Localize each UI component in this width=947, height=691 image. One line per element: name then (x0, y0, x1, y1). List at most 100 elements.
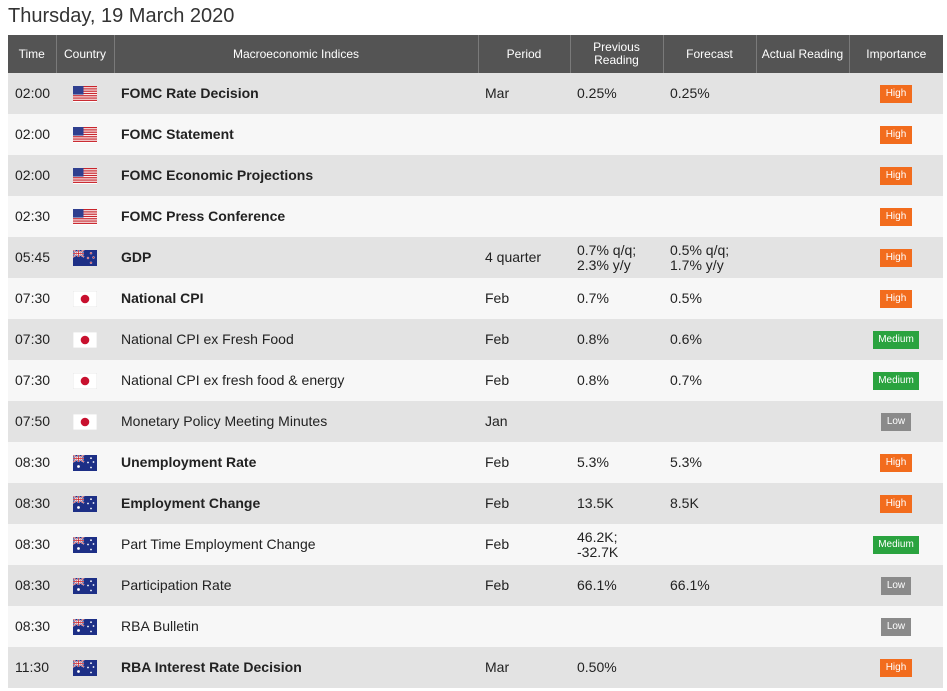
period-cell (478, 196, 570, 237)
period-cell: Mar (478, 647, 570, 688)
period-cell: Feb (478, 483, 570, 524)
country-cell (56, 647, 114, 688)
time-cell: 02:30 (8, 196, 56, 237)
event-period: Feb (485, 536, 510, 552)
importance-cell: High (849, 442, 943, 483)
period-cell: Feb (478, 524, 570, 565)
previous-cell: 13.5K (570, 483, 663, 524)
period-cell: Jan (478, 401, 570, 442)
previous-cell: 0.7% q/q; 2.3% y/y (570, 237, 663, 278)
event-time: 02:00 (15, 167, 51, 183)
previous-reading-value: 0.25% (577, 85, 617, 101)
forecast-value: 0.5% (670, 290, 702, 306)
indicator-cell: Part Time Employment Change (114, 524, 478, 565)
page-title: Thursday, 19 March 2020 (8, 5, 235, 27)
us-flag-icon (73, 166, 97, 184)
column-header-previous-line1: Previous (593, 40, 640, 54)
column-header-period: Period (478, 35, 571, 73)
previous-reading-value: 0.50% (577, 659, 617, 675)
importance-badge: High (880, 495, 912, 513)
time-cell: 07:30 (8, 278, 56, 319)
table-header: Time Country Macroeconomic Indices Perio… (8, 35, 943, 73)
forecast-cell (663, 606, 756, 647)
event-name: Employment Change (121, 495, 261, 511)
indicator-cell: GDP (114, 237, 478, 278)
importance-cell: High (849, 237, 943, 278)
importance-badge: High (880, 167, 912, 185)
time-cell: 11:30 (8, 647, 56, 688)
period-cell (478, 606, 570, 647)
importance-cell: Low (849, 565, 943, 606)
previous-reading-value: 66.1% (577, 577, 617, 593)
importance-cell: Low (849, 606, 943, 647)
country-cell (56, 524, 114, 565)
event-time: 07:30 (15, 372, 51, 388)
time-cell: 05:45 (8, 237, 56, 278)
au-flag-icon (73, 576, 97, 594)
previous-cell: 0.8% (570, 319, 663, 360)
actual-cell (756, 278, 849, 319)
previous-reading-value: -32.7K (577, 543, 619, 560)
importance-cell: Medium (849, 360, 943, 401)
time-cell: 08:30 (8, 442, 56, 483)
importance-cell: High (849, 278, 943, 319)
importance-badge: High (880, 249, 912, 267)
previous-reading-value: 0.8% (577, 372, 609, 388)
importance-badge: Medium (873, 372, 919, 390)
forecast-value: 0.6% (670, 331, 702, 347)
period-cell: Feb (478, 360, 570, 401)
importance-badge: High (880, 208, 912, 226)
event-name: National CPI (121, 290, 204, 306)
table-body: 02:00 FOMC Rate Decision Mar 0.25% 0.25% High… (8, 73, 943, 688)
importance-cell: High (849, 155, 943, 196)
country-cell (56, 319, 114, 360)
event-time: 02:30 (15, 208, 51, 224)
importance-badge: High (880, 454, 912, 472)
forecast-cell: 8.5K (663, 483, 756, 524)
table-row: 05:45 GDP 4 quarter 0.7% q/q; 2.3% y/y 0.5% q… (8, 237, 943, 278)
period-cell: Feb (478, 442, 570, 483)
event-time: 02:00 (15, 126, 51, 142)
table-row: 02:30 FOMC Press Conference High (8, 196, 943, 237)
period-cell: Feb (478, 565, 570, 606)
event-name: FOMC Economic Projections (121, 167, 314, 183)
forecast-value: 0.5% q/q; (670, 241, 730, 258)
event-time: 08:30 (15, 536, 51, 552)
column-header-importance: Importance (849, 35, 943, 73)
actual-cell (756, 442, 849, 483)
au-flag-icon (73, 494, 97, 512)
importance-badge: High (880, 659, 912, 677)
country-cell (56, 237, 114, 278)
forecast-value: 8.5K (670, 495, 699, 511)
forecast-cell: 5.3% (663, 442, 756, 483)
table-row: 08:30 Part Time Employment Change Feb 46.2K… (8, 524, 943, 565)
au-flag-icon (73, 617, 97, 635)
previous-cell: 46.2K; -32.7K (570, 524, 663, 565)
importance-cell: High (849, 647, 943, 688)
us-flag-icon (73, 84, 97, 102)
column-header-forecast: Forecast (663, 35, 757, 73)
indicator-cell: National CPI (114, 278, 478, 319)
event-name: FOMC Statement (121, 126, 234, 142)
table-row: 07:30 National CPI ex fresh food & energy… (8, 360, 943, 401)
previous-cell: 0.50% (570, 647, 663, 688)
event-time: 07:30 (15, 331, 51, 347)
indicator-cell: National CPI ex Fresh Food (114, 319, 478, 360)
country-cell (56, 401, 114, 442)
importance-badge: High (880, 85, 912, 103)
table-row: 07:50 Monetary Policy Meeting Minutes Jan L… (8, 401, 943, 442)
period-cell: Feb (478, 319, 570, 360)
time-cell: 02:00 (8, 155, 56, 196)
column-header-time: Time (8, 35, 57, 73)
country-cell (56, 483, 114, 524)
column-header-previous: Previous Reading (570, 35, 664, 73)
forecast-cell (663, 524, 756, 565)
event-name: Monetary Policy Meeting Minutes (121, 413, 328, 429)
importance-badge: Medium (873, 536, 919, 554)
column-header-country: Country (56, 35, 115, 73)
forecast-value: 0.25% (670, 85, 710, 101)
event-time: 08:30 (15, 495, 51, 511)
event-period: Feb (485, 495, 510, 511)
previous-reading-value: 0.8% (577, 331, 609, 347)
event-name: Part Time Employment Change (121, 536, 316, 552)
